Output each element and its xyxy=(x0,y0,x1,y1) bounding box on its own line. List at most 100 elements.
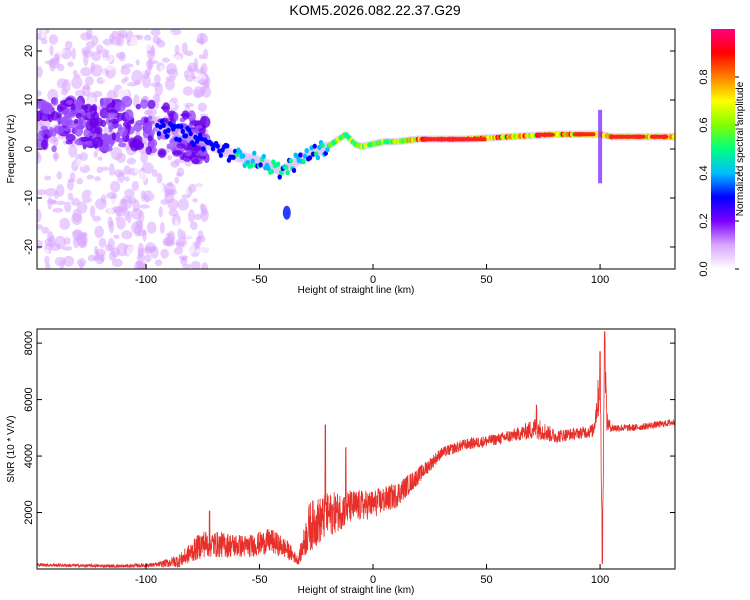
noise-blob xyxy=(195,68,203,74)
signal-blob xyxy=(63,127,70,132)
signal-blob xyxy=(116,131,121,138)
noise-blob xyxy=(193,213,202,220)
signal-blob xyxy=(80,104,89,110)
noise-blob xyxy=(54,256,67,267)
bottom-y-axis-ticks: 2000 4000 6000 8000 xyxy=(23,331,675,525)
y-tick-label: 4000 xyxy=(23,444,35,468)
noise-blob xyxy=(164,183,176,195)
noise-blob xyxy=(101,166,109,171)
noise-blob xyxy=(159,65,165,77)
ridge-core xyxy=(258,162,263,168)
signal-blob xyxy=(166,143,172,149)
noise-blob xyxy=(53,152,59,162)
signal-blob xyxy=(147,99,156,109)
signal-blob xyxy=(74,125,84,137)
noise-blob xyxy=(93,150,98,158)
noise-blob xyxy=(82,83,91,97)
noise-blob xyxy=(37,189,47,196)
spike-feature xyxy=(598,109,603,184)
noise-blob xyxy=(123,63,134,68)
noise-blob xyxy=(199,203,205,212)
signal-blob xyxy=(181,110,190,120)
spectrogram-layer xyxy=(37,29,675,269)
signal-blob xyxy=(60,115,73,127)
signal-blob xyxy=(41,139,48,150)
noise-blob xyxy=(94,225,104,238)
noise-blob xyxy=(44,175,52,181)
noise-blob xyxy=(85,221,94,228)
noise-blob xyxy=(150,184,161,195)
noise-blob xyxy=(96,44,104,53)
noise-blob xyxy=(193,86,206,98)
x-tick-label: 50 xyxy=(480,574,492,586)
noise-blob xyxy=(54,235,66,250)
noise-blob xyxy=(146,221,157,234)
ridge-core xyxy=(231,154,236,160)
x-tick-label: -100 xyxy=(135,574,157,586)
noise-blob xyxy=(159,221,165,234)
noise-blob xyxy=(37,261,41,269)
noise-blob xyxy=(71,197,80,206)
ridge-core xyxy=(164,133,170,139)
noise-blob xyxy=(97,156,103,161)
ridge-core xyxy=(201,146,206,152)
noise-blob xyxy=(183,226,194,239)
noise-blob xyxy=(162,57,170,63)
signal-blob xyxy=(40,125,48,131)
noise-blob xyxy=(133,164,141,174)
noise-blob xyxy=(173,55,182,65)
high-amplitude-streak xyxy=(650,134,669,139)
top-x-axis-label: Height of straight line (km) xyxy=(298,285,415,296)
noise-blob xyxy=(116,30,128,37)
signal-blob xyxy=(65,99,74,105)
noise-blob xyxy=(124,176,130,182)
noise-blob xyxy=(193,58,199,72)
noise-blob xyxy=(156,39,166,48)
noise-blob xyxy=(101,69,107,82)
y-tick-label: 8000 xyxy=(23,331,35,355)
signal-blob xyxy=(89,126,101,134)
signal-blob xyxy=(172,150,183,156)
noise-blob xyxy=(127,196,137,205)
noise-blob xyxy=(116,242,129,257)
noise-blob xyxy=(158,206,163,218)
y-tick-label: -10 xyxy=(23,190,35,206)
ridge-core xyxy=(172,123,177,130)
noise-blob xyxy=(188,183,197,193)
snr-panel: -100 -50 0 50 100 2000 4000 6000 8000 Height of… xyxy=(6,328,676,596)
noise-blob xyxy=(51,136,60,143)
colorbar-tick-label: 0.4 xyxy=(698,165,710,180)
ridge-core xyxy=(237,149,243,155)
ridge-core xyxy=(218,152,224,158)
noise-blob xyxy=(54,48,66,55)
ridge-core xyxy=(191,142,197,148)
signal-blob xyxy=(39,112,51,122)
noise-blob xyxy=(131,181,139,191)
ridge-core xyxy=(275,161,281,167)
signal-blob xyxy=(47,114,54,123)
noise-blob xyxy=(140,151,149,164)
noise-blob xyxy=(111,258,123,267)
y-tick-label: 20 xyxy=(23,45,35,57)
signal-blob xyxy=(52,97,59,106)
noise-blob xyxy=(108,198,119,205)
noise-blob xyxy=(110,180,121,193)
signal-blob xyxy=(37,130,44,142)
noise-blob xyxy=(174,158,181,166)
high-amplitude-streak xyxy=(609,134,646,139)
noise-blob xyxy=(124,76,129,82)
colorbar-tick-label: 0.8 xyxy=(698,69,710,84)
signal-blob xyxy=(71,109,78,116)
noise-blob xyxy=(183,241,196,256)
ridge-core xyxy=(248,163,254,169)
noise-blob xyxy=(160,248,169,259)
bottom-y-axis-label: SNR (10 * V/V) xyxy=(6,415,17,482)
noise-blob xyxy=(131,69,143,84)
noise-blob xyxy=(187,68,195,75)
noise-blob xyxy=(79,152,88,162)
ridge-core xyxy=(302,153,308,159)
noise-blob xyxy=(137,265,144,269)
ridge-core xyxy=(312,143,317,149)
noise-blob xyxy=(124,188,135,198)
noise-blob xyxy=(144,34,152,42)
